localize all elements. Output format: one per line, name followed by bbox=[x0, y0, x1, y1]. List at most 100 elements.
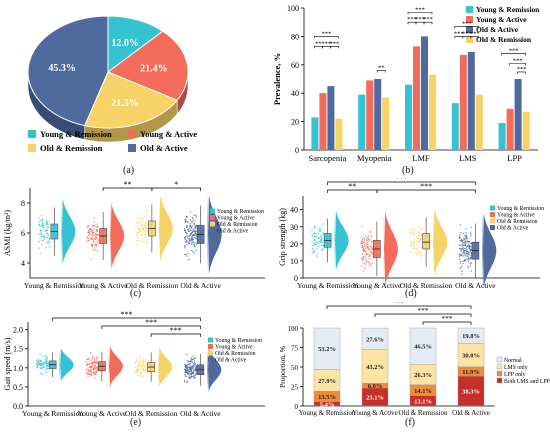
data-point bbox=[142, 226, 144, 228]
data-point bbox=[413, 242, 415, 245]
data-point bbox=[94, 224, 96, 227]
data-point bbox=[37, 358, 40, 361]
data-point bbox=[460, 244, 462, 246]
data-point bbox=[191, 230, 194, 232]
data-point bbox=[365, 259, 367, 261]
panel-label-f: (f) bbox=[405, 417, 415, 428]
data-point bbox=[466, 241, 468, 243]
y-tick-label: 20 bbox=[290, 240, 298, 249]
data-point bbox=[139, 224, 142, 227]
data-point bbox=[311, 229, 313, 232]
data-point bbox=[318, 245, 320, 247]
data-point bbox=[466, 248, 468, 251]
data-point bbox=[88, 358, 90, 361]
data-point bbox=[313, 251, 315, 253]
data-point bbox=[193, 222, 196, 225]
data-point bbox=[91, 244, 93, 246]
panel-label-b: (b) bbox=[402, 165, 414, 176]
data-point bbox=[141, 234, 143, 237]
data-point bbox=[418, 245, 420, 248]
data-point bbox=[142, 360, 144, 362]
data-point bbox=[90, 372, 93, 375]
data-point bbox=[362, 241, 365, 244]
data-point bbox=[462, 246, 464, 249]
data-point bbox=[192, 239, 195, 241]
data-point bbox=[43, 238, 46, 241]
data-point bbox=[361, 242, 364, 244]
data-point bbox=[43, 366, 45, 369]
data-point bbox=[141, 229, 143, 232]
x-tick-label: Old & Remission bbox=[125, 409, 178, 418]
y-tick-label: 25 bbox=[291, 384, 299, 392]
data-point bbox=[364, 267, 366, 270]
data-point bbox=[138, 357, 141, 360]
data-point bbox=[139, 227, 141, 229]
data-point bbox=[190, 249, 193, 251]
data-point bbox=[421, 229, 423, 231]
data-point bbox=[465, 236, 468, 238]
legend-swatch bbox=[490, 205, 495, 211]
data-point bbox=[90, 238, 93, 240]
data-point bbox=[141, 217, 143, 220]
data-point bbox=[189, 364, 191, 366]
data-point bbox=[184, 220, 187, 222]
data-point bbox=[193, 243, 195, 246]
legend-swatch bbox=[466, 6, 473, 13]
data-point bbox=[195, 243, 198, 245]
data-point bbox=[188, 374, 190, 376]
data-point bbox=[321, 237, 323, 240]
data-point bbox=[95, 239, 97, 241]
data-point bbox=[316, 253, 319, 256]
data-point bbox=[460, 249, 462, 251]
data-point bbox=[38, 221, 41, 223]
data-point bbox=[96, 370, 99, 372]
data-point bbox=[186, 381, 188, 384]
data-point bbox=[47, 364, 50, 367]
x-tick-label: Young & Active bbox=[77, 409, 126, 418]
data-point bbox=[185, 253, 187, 256]
sig-label: *** bbox=[322, 40, 332, 47]
data-point bbox=[146, 226, 148, 229]
data-point bbox=[192, 228, 195, 230]
data-point bbox=[146, 230, 149, 232]
data-point bbox=[470, 253, 472, 255]
legend-swatch-0 bbox=[28, 130, 36, 138]
pie-label-2: 21.3% bbox=[111, 98, 139, 109]
data-point bbox=[361, 225, 363, 228]
data-point bbox=[139, 360, 141, 362]
data-point bbox=[459, 267, 461, 269]
data-point bbox=[189, 226, 191, 229]
data-point bbox=[91, 366, 94, 368]
x-tick-label: Old & Active bbox=[180, 281, 221, 290]
y-tick-label: 0.5 bbox=[13, 383, 23, 392]
data-point bbox=[139, 240, 142, 242]
data-point bbox=[364, 256, 366, 258]
y-tick-label: 40 bbox=[290, 206, 298, 215]
data-point bbox=[96, 241, 98, 243]
data-point bbox=[415, 241, 418, 243]
data-point bbox=[46, 226, 49, 228]
data-point bbox=[465, 242, 467, 244]
sig-label: ** bbox=[378, 64, 385, 71]
data-point bbox=[193, 369, 195, 371]
data-point bbox=[463, 252, 466, 254]
data-point bbox=[195, 216, 198, 218]
sig-bracket bbox=[101, 325, 201, 329]
violin bbox=[61, 198, 76, 265]
data-point bbox=[190, 237, 193, 240]
data-point bbox=[47, 362, 49, 365]
sig-bracket bbox=[454, 26, 480, 29]
data-point bbox=[142, 241, 144, 243]
data-point bbox=[86, 362, 89, 365]
violin bbox=[482, 213, 497, 289]
data-point bbox=[141, 225, 144, 227]
data-point bbox=[93, 241, 95, 244]
data-point bbox=[362, 253, 364, 255]
data-point bbox=[469, 231, 472, 233]
legend-swatch bbox=[490, 225, 495, 230]
data-point bbox=[465, 232, 467, 234]
data-point bbox=[420, 252, 422, 255]
data-point bbox=[87, 363, 89, 366]
data-point bbox=[322, 223, 324, 226]
data-point bbox=[186, 365, 188, 368]
